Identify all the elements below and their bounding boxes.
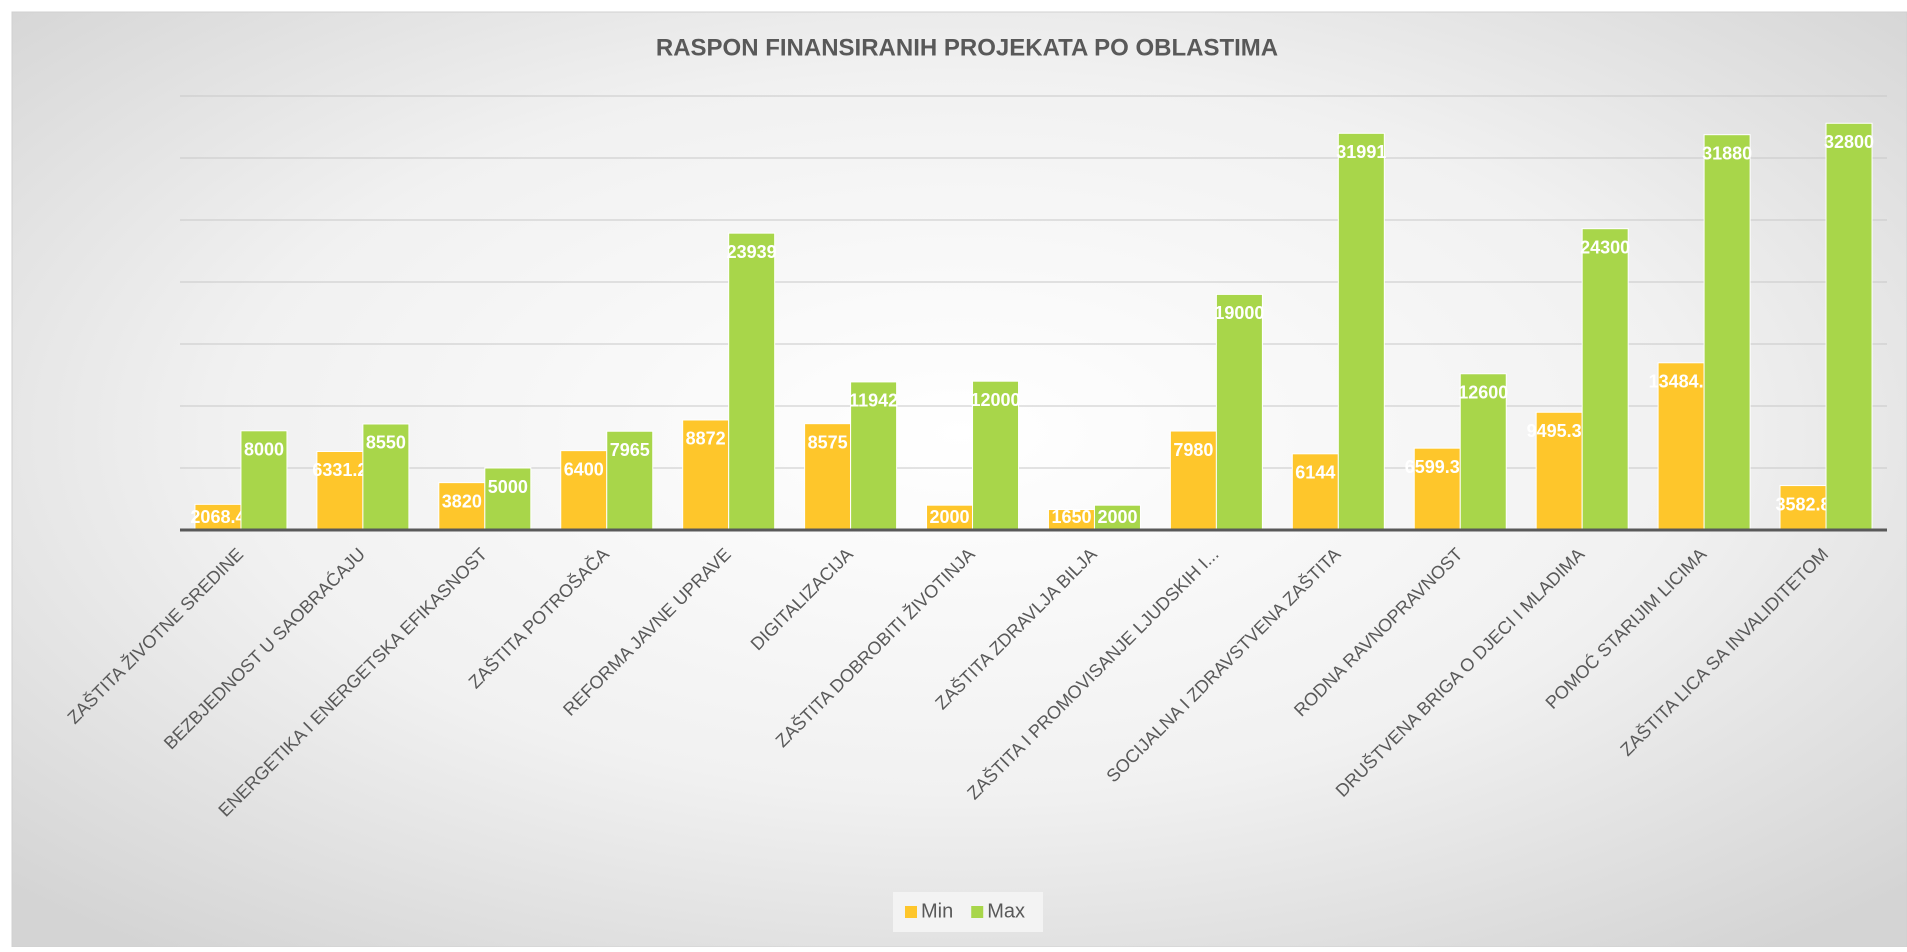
data-label: 11942 [849,391,898,411]
data-label: 13484.8 [1649,372,1714,392]
data-label: 32800 [1824,132,1874,152]
bar [1291,453,1339,531]
bar [1779,485,1827,531]
bar [194,503,242,531]
data-label: 6599.36 [1405,457,1470,477]
bar [972,380,1020,531]
legend-label: Min [921,900,953,922]
data-label: 6400 [564,459,604,479]
data-label: 7965 [610,440,650,460]
bar [926,504,974,531]
data-label: 6331.2 [312,460,367,480]
bar [682,419,730,531]
legend-label: Max [987,900,1025,922]
data-label: 12600 [1458,383,1508,403]
bar [1093,504,1141,531]
bar [606,430,654,531]
data-label: 2000 [930,507,970,527]
data-label: 8872 [686,429,726,449]
data-label: 2000 [1097,507,1137,527]
bar [1215,293,1263,531]
data-label: 8550 [366,433,406,453]
bar [240,430,288,531]
chart-title: RASPON FINANSIRANIH PROJEKATA PO OBLASTI… [656,34,1278,61]
legend-box [893,892,1043,932]
bar [1413,447,1461,531]
bar [362,423,410,531]
data-label: 5000 [488,477,528,497]
data-label: 3582.8 [1776,494,1831,514]
data-label: 12000 [971,390,1021,410]
legend-swatch [905,906,917,918]
data-label: 8575 [808,432,848,452]
data-label: 6144 [1295,463,1335,483]
data-label: 31880 [1702,143,1752,163]
data-label: 23939 [727,242,777,262]
bar [1581,228,1629,531]
data-label: 31991 [1336,142,1386,162]
bar [484,467,532,531]
data-label: 1650 [1051,507,1091,527]
bar [1337,132,1385,531]
data-label: 8000 [244,440,284,460]
data-label: 19000 [1214,303,1264,323]
bar [316,450,364,531]
data-label: 7980 [1173,440,1213,460]
bar [1535,411,1583,531]
bar [1825,122,1873,531]
bar [728,232,776,531]
data-label: 24300 [1580,237,1630,257]
data-label: 3820 [442,491,482,511]
data-label: 2068.4 [190,507,245,527]
bar [1703,134,1751,531]
data-label: 9495.39 [1527,421,1592,441]
bar [1459,373,1507,531]
legend-swatch [971,906,984,918]
